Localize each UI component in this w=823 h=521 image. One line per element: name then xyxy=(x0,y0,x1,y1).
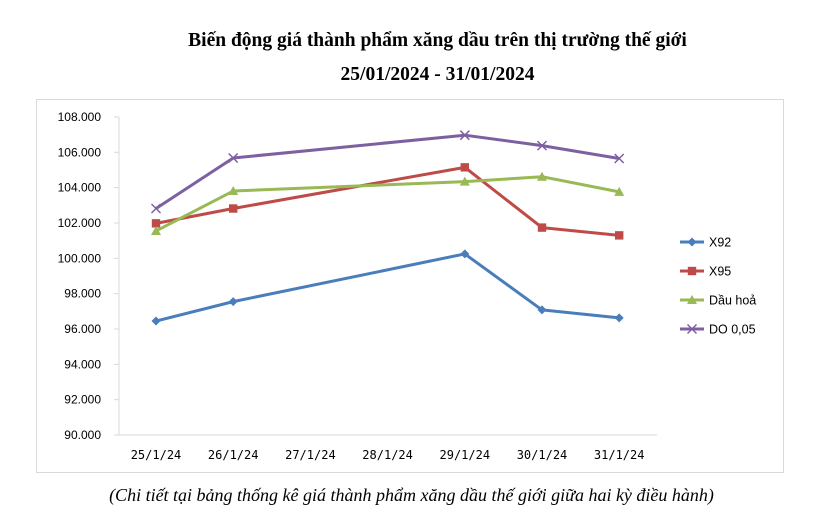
x-tick-label: 25/1/24 xyxy=(131,448,182,462)
data-point xyxy=(614,313,624,323)
legend-label: X92 xyxy=(709,236,731,250)
data-point xyxy=(614,186,625,196)
x-tick-label: 26/1/24 xyxy=(208,448,259,462)
y-tick-label: 90.000 xyxy=(64,428,101,442)
x-tick-label: 30/1/24 xyxy=(517,448,568,462)
y-tick-label: 98.000 xyxy=(64,287,101,301)
data-point xyxy=(228,297,238,307)
data-point xyxy=(228,152,239,164)
data-point xyxy=(151,225,161,235)
x-tick-label: 28/1/24 xyxy=(362,448,413,462)
data-point xyxy=(151,219,161,228)
data-point xyxy=(537,223,547,232)
legend-marker xyxy=(687,295,697,304)
data-point xyxy=(537,171,547,181)
series-line-4 xyxy=(155,133,620,210)
data-point xyxy=(151,316,161,326)
series-line-1 xyxy=(155,252,620,323)
line-chart: 90.000 92.000 94.000 96.000 98.000 100.000 102… xyxy=(58,110,757,462)
data-point xyxy=(229,204,238,213)
legend-marker xyxy=(687,237,697,247)
legend-label: Dầu hoả xyxy=(709,294,756,308)
data-point xyxy=(614,153,625,164)
y-tick-label: 96.000 xyxy=(64,322,101,336)
y-tick-label: 100.000 xyxy=(58,251,102,265)
data-point xyxy=(615,231,624,240)
data-point xyxy=(536,140,548,151)
data-point xyxy=(537,305,547,315)
data-point xyxy=(460,163,469,172)
legend-marker xyxy=(686,323,698,335)
legend-label: DO 0,05 xyxy=(709,323,756,337)
legend-marker xyxy=(687,266,697,276)
chart-title: Biến động giá thành phẩm xăng dầu trên t… xyxy=(188,30,687,51)
series-line-3 xyxy=(155,175,620,233)
data-point xyxy=(460,249,470,259)
y-tick-label: 92.000 xyxy=(64,393,101,407)
chart-subtitle: 25/01/2024 - 31/01/2024 xyxy=(340,64,535,85)
x-tick-label: 31/1/24 xyxy=(594,448,645,462)
y-tick-label: 94.000 xyxy=(64,357,101,371)
x-tick-label: 29/1/24 xyxy=(440,448,491,462)
legend-label: X95 xyxy=(709,265,731,279)
chart-caption: (Chi tiết tại bảng thống kê giá thành ph… xyxy=(109,485,714,505)
y-tick-label: 102.000 xyxy=(58,216,102,230)
chart-area: 90.000 92.000 94.000 96.000 98.000 100.000 102… xyxy=(36,99,784,473)
x-tick-label: 27/1/24 xyxy=(285,448,336,462)
data-point xyxy=(459,130,470,141)
y-tick-label: 106.000 xyxy=(58,145,102,159)
data-point xyxy=(459,176,470,186)
y-tick-label: 108.000 xyxy=(58,110,102,124)
data-point xyxy=(150,203,162,214)
data-point xyxy=(228,186,239,196)
y-tick-label: 104.000 xyxy=(58,181,102,195)
